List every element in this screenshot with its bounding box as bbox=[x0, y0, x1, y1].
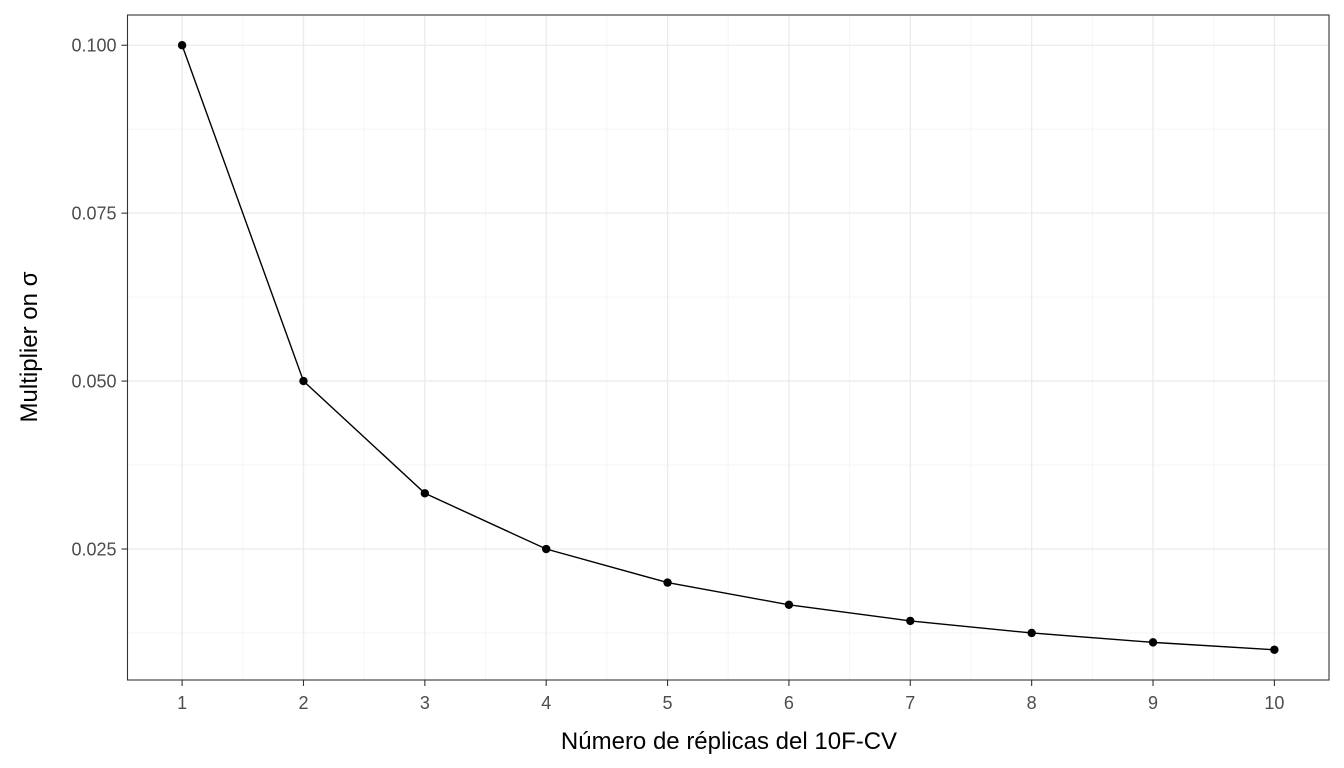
x-tick-label: 4 bbox=[541, 693, 551, 713]
data-point bbox=[542, 544, 551, 554]
data-point bbox=[420, 489, 430, 498]
data-point bbox=[1148, 638, 1158, 647]
data-point bbox=[177, 41, 187, 50]
panel-border bbox=[126, 14, 1330, 681]
x-tick-label: 2 bbox=[298, 693, 308, 713]
data-point bbox=[906, 616, 915, 626]
data-point bbox=[1270, 645, 1279, 654]
axis-ticks bbox=[121, 44, 1275, 686]
x-axis-title: Número de réplicas del 10F-CV bbox=[561, 728, 897, 755]
x-tick-label: 5 bbox=[663, 693, 673, 713]
x-tick-label: 3 bbox=[420, 693, 430, 713]
x-tick-label: 1 bbox=[177, 693, 187, 713]
series-line bbox=[181, 44, 1275, 651]
series-layer bbox=[177, 41, 1279, 654]
x-tick-label: 10 bbox=[1264, 693, 1284, 713]
x-tick-label: 6 bbox=[784, 693, 794, 713]
y-axis-title: Multiplier on σ bbox=[16, 271, 43, 422]
x-tick-label: 8 bbox=[1027, 693, 1037, 713]
major-grid bbox=[127, 15, 1329, 680]
tick-labels: 1 2 3 4 5 6 7 8 9 10 0.025 0.050 0.075 0.100 bbox=[71, 36, 1284, 713]
data-point bbox=[1027, 628, 1036, 638]
minor-grid bbox=[127, 15, 1329, 680]
x-tick-label: 7 bbox=[905, 693, 915, 713]
x-tick-label: 9 bbox=[1148, 693, 1158, 713]
y-tick-label: 0.050 bbox=[71, 372, 116, 392]
y-tick-label: 0.075 bbox=[71, 204, 116, 224]
data-point bbox=[784, 600, 794, 609]
data-point bbox=[663, 578, 672, 587]
y-tick-label: 0.100 bbox=[71, 36, 116, 56]
y-tick-label: 0.025 bbox=[71, 540, 116, 560]
data-point bbox=[299, 376, 308, 386]
